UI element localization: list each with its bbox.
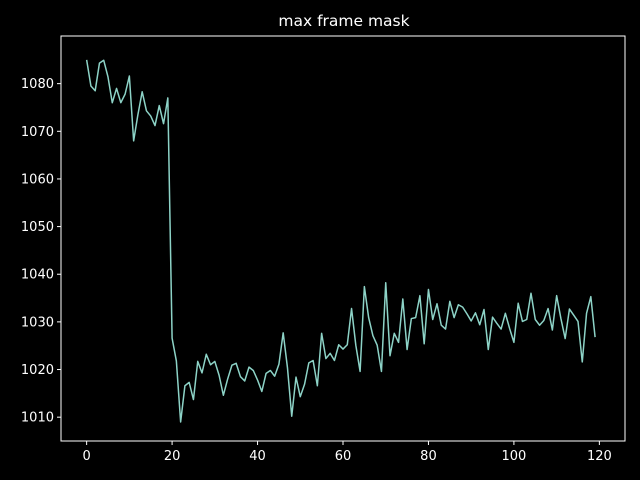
x-tick-label: 120 — [587, 449, 612, 464]
y-axis: 1010 1020 1030 1040 1050 1060 1070 1080 — [21, 77, 61, 426]
x-tick-label: 40 — [249, 449, 266, 464]
y-tick-label: 1050 — [21, 220, 54, 235]
series-line-0 — [85, 59, 596, 423]
y-tick-label: 1030 — [21, 315, 54, 330]
plot-area — [85, 59, 596, 423]
y-tick-label: 1060 — [21, 172, 54, 187]
axes-frame — [60, 35, 626, 442]
x-tick-label: 100 — [501, 449, 526, 464]
x-tick-label: 0 — [82, 449, 90, 464]
x-tick-label: 20 — [164, 449, 181, 464]
x-tick-label: 60 — [335, 449, 352, 464]
y-tick-label: 1040 — [21, 268, 54, 283]
x-axis: 0 20 40 60 80 100 120 — [82, 441, 612, 464]
y-tick-label: 1020 — [21, 363, 54, 378]
y-tick-label: 1080 — [21, 77, 54, 92]
x-tick-label: 80 — [420, 449, 437, 464]
chart-title: max frame mask — [278, 12, 409, 30]
y-tick-label: 1010 — [21, 411, 54, 426]
y-tick-label: 1070 — [21, 125, 54, 140]
